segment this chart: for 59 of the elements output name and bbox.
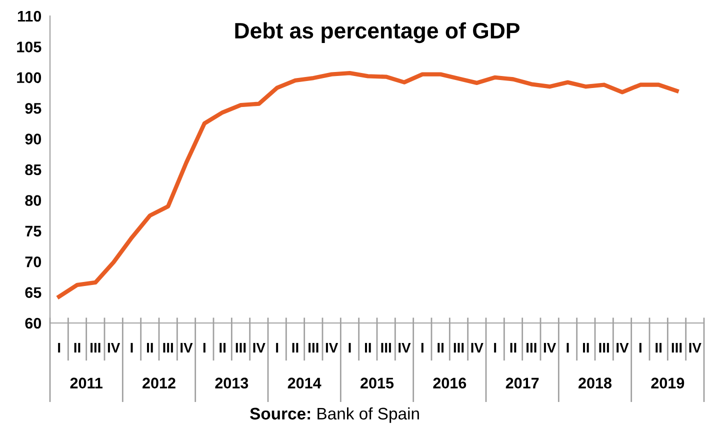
line-series (57, 71, 679, 299)
x-tick-label: II (364, 342, 371, 353)
x-tick-label: I (566, 342, 569, 353)
x-tick-label: IV (471, 342, 484, 353)
x-tick-label: III (599, 342, 609, 353)
y-tick-label: 85 (25, 164, 42, 176)
x-tick-label: I (494, 342, 496, 353)
x-tick-label: IV (253, 342, 266, 353)
x-tick-label: IV (180, 342, 193, 353)
x-tick-label: II (510, 342, 516, 353)
text: 2015 (360, 378, 394, 388)
x-tick-label: IV (398, 342, 411, 353)
text: 2011 (70, 378, 102, 388)
x-tick-label: II (438, 342, 444, 353)
x-tick-label: IV (326, 342, 338, 353)
x-tick-label: III (454, 342, 464, 353)
x-tick-label: I (203, 342, 206, 353)
text: 2012 (142, 378, 176, 388)
y-tick-label: 80 (25, 195, 42, 206)
x-tick-label: I (639, 342, 642, 353)
x-tick-label: IV (689, 342, 702, 353)
y-tick-label: 105 (17, 42, 42, 52)
y-tick-label: 90 (25, 134, 42, 144)
x-tick-label: I (58, 342, 60, 353)
x-tick-label: II (656, 342, 662, 353)
x-tick-label: II (220, 342, 226, 353)
text: 2016 (433, 378, 466, 388)
y-tick-label: 75 (25, 226, 42, 237)
text: 2017 (506, 378, 539, 388)
x-tick-label: III (308, 342, 318, 353)
x-tick-label: I (348, 342, 351, 353)
y-tick-label: 95 (25, 102, 42, 114)
x-tick-label: III (381, 342, 391, 353)
chart-title: Debt as percentage of GDP (235, 22, 520, 44)
x-tick-label: III (526, 342, 536, 353)
x-tick-label: III (236, 342, 246, 353)
y-tick-label: 110 (18, 10, 42, 22)
x-tick-label: IV (108, 342, 120, 353)
y-tick-label: 60 (25, 318, 42, 329)
x-tick-label: III (672, 342, 682, 353)
source-note: Source: Bank of Spain (250, 407, 419, 423)
x-tick-label: III (163, 342, 173, 353)
y-tick-label: 100 (17, 72, 42, 84)
x-tick-label: II (146, 342, 153, 353)
x-tick-label: I (130, 342, 133, 353)
x-tick-label: I (421, 342, 424, 353)
x-tick-label: IV (544, 342, 556, 353)
x-tick-label: II (74, 342, 80, 353)
x-tick-label: I (276, 342, 278, 353)
x-tick-label: IV (616, 342, 629, 353)
x-tick-label: II (292, 342, 298, 353)
text: 2014 (288, 378, 322, 388)
y-tick-label: 65 (25, 287, 42, 298)
x-tick-label: III (90, 342, 100, 353)
text: 2018 (578, 378, 612, 388)
text: 2019 (651, 378, 684, 388)
x-tick-label: II (582, 342, 589, 353)
y-tick-label: 70 (25, 256, 42, 268)
text: 2013 (215, 378, 248, 389)
